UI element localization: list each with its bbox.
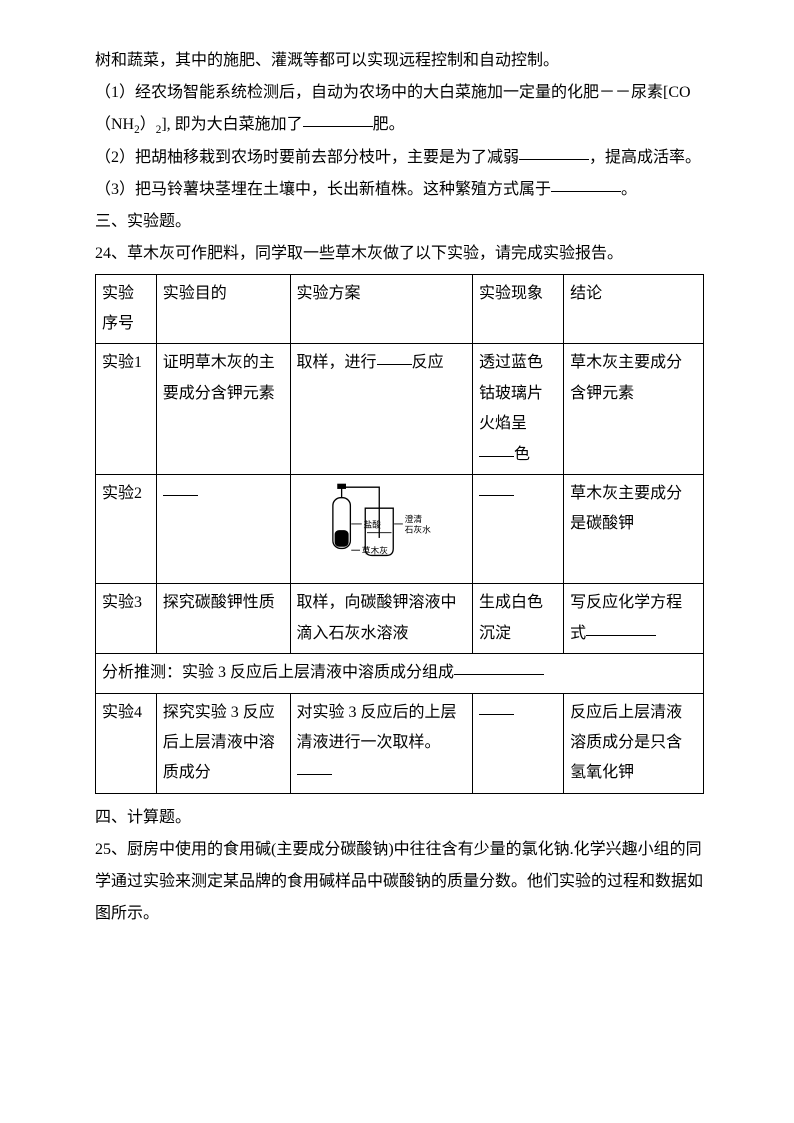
svg-text:澄清: 澄清 <box>405 513 423 524</box>
document-content: 树和蔬菜，其中的施肥、灌溉等都可以实现远程控制和自动控制。 （1）经农场智能系统… <box>95 45 704 930</box>
table-header-row: 实验序号 实验目的 实验方案 实验现象 结论 <box>96 274 704 344</box>
row2-seq: 实验2 <box>96 474 157 583</box>
table-row-1: 实验1 证明草木灰的主要成分含钾元素 取样，进行反应 透过蓝色钴玻璃片火焰呈色 … <box>96 344 704 475</box>
q3-text-b: 。 <box>621 181 637 198</box>
blank-fill-6[interactable] <box>163 480 198 496</box>
question-2: （2）把胡柚移栽到农场时要前去部分枝叶，主要是为了减弱 ，提高成活率。 <box>95 142 704 174</box>
q2-text-b: ，提高成活率。 <box>589 149 701 166</box>
header-conclusion: 结论 <box>564 274 704 344</box>
header-phenomenon: 实验现象 <box>472 274 563 344</box>
header-seq: 实验序号 <box>96 274 157 344</box>
blank-fill-5[interactable] <box>479 441 514 457</box>
blank-fill-9[interactable] <box>454 659 544 675</box>
row2-phenomenon <box>472 474 563 583</box>
header-purpose: 实验目的 <box>156 274 290 344</box>
blank-fill-3[interactable] <box>551 176 621 192</box>
row4-purpose: 探究实验 3 反应后上层清液中溶质成分 <box>156 693 290 793</box>
row1-phen-a: 透过蓝色钴玻璃片火焰呈 <box>479 354 543 432</box>
section-4-heading: 四、计算题。 <box>95 802 704 834</box>
question-1: （1）经农场智能系统检测后，自动为农场中的大白菜施加一定量的化肥－－尿素[CO（… <box>95 77 704 142</box>
row1-seq: 实验1 <box>96 344 157 475</box>
svg-text:石灰水: 石灰水 <box>405 524 431 535</box>
question-3: （3）把马铃薯块茎埋在土壤中，长出新植株。这种繁殖方式属于 。 <box>95 174 704 206</box>
row4-plan: 对实验 3 反应后的上层清液进行一次取样。 <box>290 693 472 793</box>
q1-text-c: ], 即为大白菜施加了 <box>161 116 302 133</box>
table-row-3: 实验3 探究碳酸钾性质 取样，向碳酸钾溶液中滴入石灰水溶液 生成白色沉淀 写反应… <box>96 584 704 654</box>
experiment-table: 实验序号 实验目的 实验方案 实验现象 结论 实验1 证明草木灰的主要成分含钾元… <box>95 274 704 794</box>
q2-text-a: （2）把胡柚移栽到农场时要前去部分枝叶，主要是为了减弱 <box>95 149 519 166</box>
row2-diagram: 盐酸 澄清 石灰水 草木灰 <box>290 474 472 583</box>
blank-fill-10[interactable] <box>297 759 332 775</box>
row1-purpose: 证明草木灰的主要成分含钾元素 <box>156 344 290 475</box>
row3-conclusion: 写反应化学方程式 <box>564 584 704 654</box>
row3-plan: 取样，向碳酸钾溶液中滴入石灰水溶液 <box>290 584 472 654</box>
row3-purpose: 探究碳酸钾性质 <box>156 584 290 654</box>
analysis-cell: 分析推测：实验 3 反应后上层清液中溶质成分组成 <box>96 654 704 693</box>
table-row-4: 实验4 探究实验 3 反应后上层清液中溶质成分 对实验 3 反应后的上层清液进行… <box>96 693 704 793</box>
paragraph-intro: 树和蔬菜，其中的施肥、灌溉等都可以实现远程控制和自动控制。 <box>95 45 704 77</box>
row1-conclusion: 草木灰主要成分含钾元素 <box>564 344 704 475</box>
row4-conclusion: 反应后上层清液溶质成分是只含氢氧化钾 <box>564 693 704 793</box>
table-row-2: 实验2 盐酸 澄清 石灰水 草木 <box>96 474 704 583</box>
q3-text-a: （3）把马铃薯块茎埋在土壤中，长出新植株。这种繁殖方式属于 <box>95 181 551 198</box>
row1-phenomenon: 透过蓝色钴玻璃片火焰呈色 <box>472 344 563 475</box>
row1-plan-a: 取样，进行 <box>297 354 377 371</box>
row2-conclusion: 草木灰主要成分是碳酸钾 <box>564 474 704 583</box>
row4-plan-text: 对实验 3 反应后的上层清液进行一次取样。 <box>297 704 457 751</box>
blank-fill-11[interactable] <box>479 699 514 715</box>
row3-seq: 实验3 <box>96 584 157 654</box>
row1-plan: 取样，进行 反应 <box>290 344 472 475</box>
question-25: 25、厨房中使用的食用碱(主要成分碳酸钠)中往往含有少量的氯化钠.化学兴趣小组的… <box>95 834 704 930</box>
blank-fill-1[interactable] <box>303 111 373 127</box>
apparatus-diagram-icon: 盐酸 澄清 石灰水 草木灰 <box>311 481 451 566</box>
table-analysis-row: 分析推测：实验 3 反应后上层清液中溶质成分组成 <box>96 654 704 693</box>
row4-seq: 实验4 <box>96 693 157 793</box>
blank-fill-7[interactable] <box>479 480 514 496</box>
blank-fill-2[interactable] <box>519 144 589 160</box>
analysis-text: 分析推测：实验 3 反应后上层清液中溶质成分组成 <box>102 664 454 681</box>
row3-phenomenon: 生成白色沉淀 <box>472 584 563 654</box>
blank-fill-8[interactable] <box>586 620 656 636</box>
q1-text-b: ） <box>140 116 156 133</box>
label-hcl: 盐酸 <box>364 518 382 529</box>
row4-phenomenon <box>472 693 563 793</box>
question-24: 24、草木灰可作肥料，同学取一些草木灰做了以下实验，请完成实验报告。 <box>95 238 704 270</box>
row2-purpose <box>156 474 290 583</box>
row1-plan-b: 反应 <box>412 354 444 371</box>
q1-text-d: 肥。 <box>373 116 405 133</box>
row1-phen-b: 色 <box>514 446 530 463</box>
section-3-heading: 三、实验题。 <box>95 206 704 238</box>
label-ash: 草木灰 <box>362 545 388 556</box>
blank-fill-4[interactable] <box>377 349 412 365</box>
header-plan: 实验方案 <box>290 274 472 344</box>
